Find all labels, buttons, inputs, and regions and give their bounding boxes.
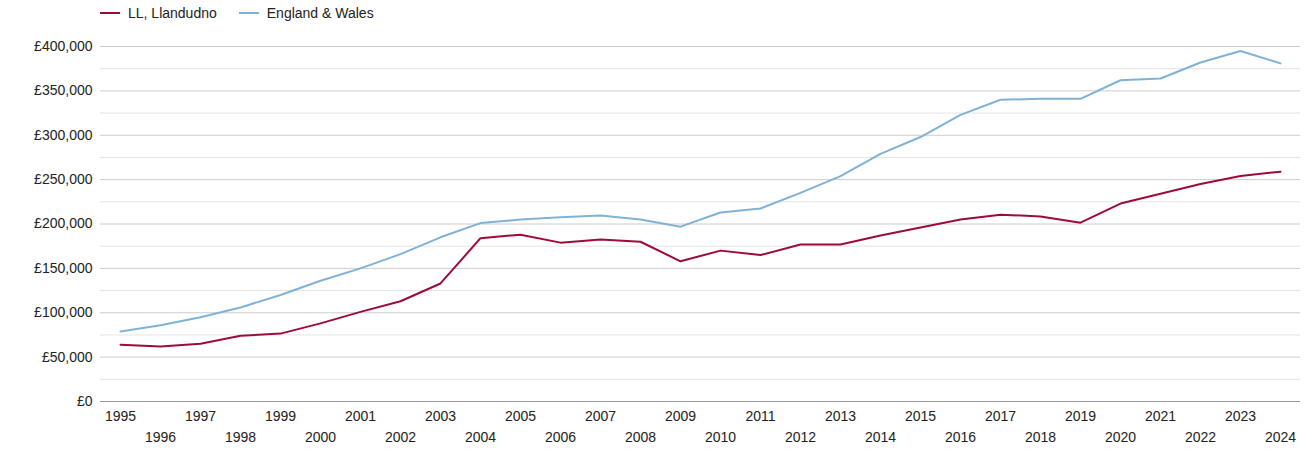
svg-text:2019: 2019 <box>1065 408 1096 424</box>
svg-text:£250,000: £250,000 <box>34 171 93 187</box>
svg-text:£300,000: £300,000 <box>34 127 93 143</box>
html-text:LL, Llandudno: LL, Llandudno <box>128 4 217 21</box>
svg-text:1998: 1998 <box>225 429 256 445</box>
html-text:England & Wales: England & Wales <box>266 4 374 21</box>
svg-text:2018: 2018 <box>1025 429 1056 445</box>
svg-text:2004: 2004 <box>465 429 496 445</box>
svg-text:2022: 2022 <box>1185 429 1216 445</box>
svg-text:£350,000: £350,000 <box>34 82 93 98</box>
svg-text:2007: 2007 <box>585 408 616 424</box>
svg-text:2015: 2015 <box>905 408 936 424</box>
svg-text:£400,000: £400,000 <box>34 38 93 54</box>
svg-text:1997: 1997 <box>185 408 216 424</box>
svg-text:£50,000: £50,000 <box>42 349 93 365</box>
svg-text:£200,000: £200,000 <box>34 215 93 231</box>
svg-text:2006: 2006 <box>545 429 576 445</box>
svg-text:2023: 2023 <box>1225 408 1256 424</box>
svg-text:£150,000: £150,000 <box>34 260 93 276</box>
svg-text:2017: 2017 <box>985 408 1016 424</box>
svg-text:2001: 2001 <box>345 408 376 424</box>
svg-text:2013: 2013 <box>825 408 856 424</box>
svg-text:1996: 1996 <box>145 429 176 445</box>
svg-text:2016: 2016 <box>945 429 976 445</box>
svg-text:2021: 2021 <box>1145 408 1176 424</box>
svg-text:2010: 2010 <box>705 429 736 445</box>
svg-text:2014: 2014 <box>865 429 896 445</box>
svg-text:£0: £0 <box>77 393 93 409</box>
svg-text:2011: 2011 <box>745 408 775 424</box>
svg-text:2008: 2008 <box>625 429 656 445</box>
svg-text:2012: 2012 <box>785 429 816 445</box>
svg-text:2003: 2003 <box>425 408 456 424</box>
svg-text:2005: 2005 <box>505 408 536 424</box>
svg-text:2002: 2002 <box>385 429 416 445</box>
svg-text:1995: 1995 <box>105 408 136 424</box>
svg-text:2024: 2024 <box>1265 429 1296 445</box>
svg-text:1999: 1999 <box>265 408 296 424</box>
svg-text:2009: 2009 <box>665 408 696 424</box>
svg-text:£100,000: £100,000 <box>34 304 93 320</box>
svg-text:2000: 2000 <box>305 429 336 445</box>
svg-text:2020: 2020 <box>1105 429 1136 445</box>
